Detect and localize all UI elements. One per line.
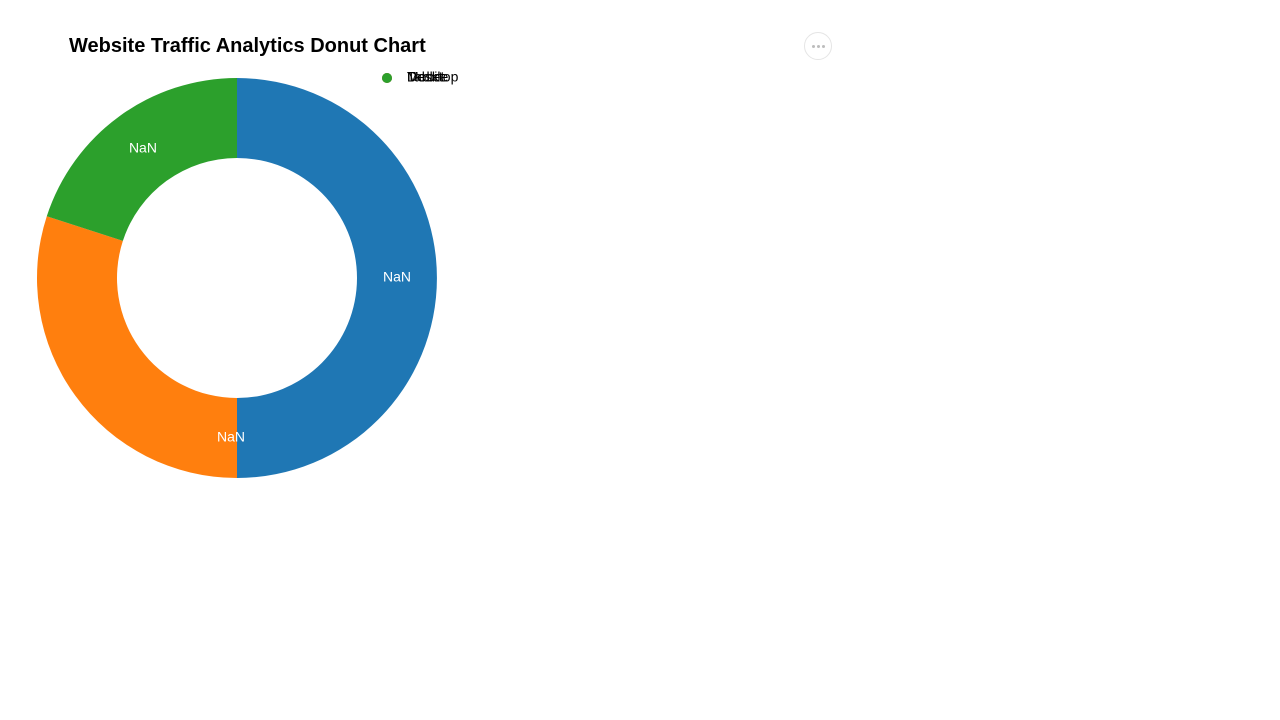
slice-label-desktop: NaN [383,269,411,285]
donut-slice-tablet[interactable] [47,78,237,241]
slice-label-mobile: NaN [217,429,245,445]
donut-slices [37,78,437,478]
legend-swatch-tablet [382,73,392,83]
legend-entry-tablet[interactable]: Tablet [407,69,444,85]
slice-label-tablet: NaN [129,139,157,155]
donut-slice-mobile[interactable] [37,216,237,478]
